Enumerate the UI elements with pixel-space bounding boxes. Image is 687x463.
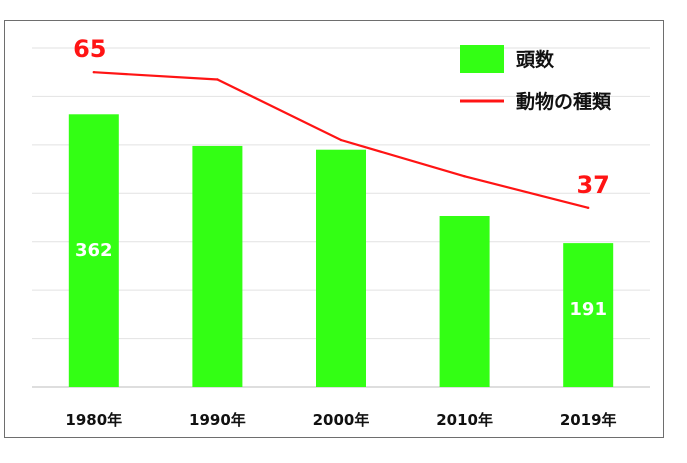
x-tick-label: 2019年	[560, 411, 617, 429]
legend-swatch-bar	[460, 45, 504, 73]
legend: 頭数 動物の種類	[460, 45, 612, 113]
x-tick-label: 2010年	[436, 411, 493, 429]
legend-label-line: 動物の種類	[516, 90, 612, 113]
x-tick-label: 1980年	[65, 411, 122, 429]
bars	[68, 114, 614, 387]
x-tick-label: 1990年	[189, 411, 246, 429]
line-point	[587, 206, 590, 210]
bar-data-label: 191	[569, 299, 607, 320]
bar-data-label: 362	[75, 240, 113, 261]
bar	[439, 215, 490, 387]
bar	[192, 145, 243, 387]
line-series	[92, 71, 590, 210]
data-labels: 362 191 65 37	[73, 35, 610, 320]
line-data-label: 65	[73, 35, 106, 63]
line-data-label: 37	[576, 171, 609, 199]
line-point	[463, 175, 466, 178]
legend-label-bar: 頭数	[516, 48, 555, 71]
bar	[316, 149, 366, 387]
x-tick-label: 2000年	[313, 411, 370, 429]
line-point	[339, 138, 343, 142]
line-point	[92, 71, 96, 74]
bar	[563, 243, 614, 387]
x-axis-ticks: 1980年 1990年 2000年 2010年 2019年	[65, 411, 616, 429]
bar	[68, 114, 119, 387]
line-point	[216, 78, 219, 81]
